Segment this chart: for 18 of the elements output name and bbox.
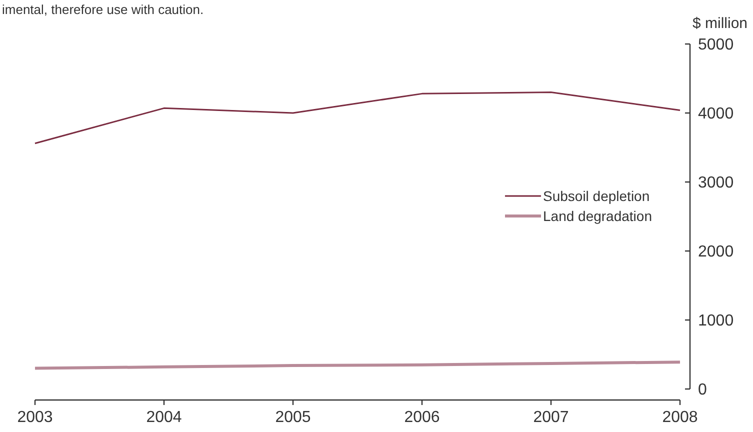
y-tick-label: 4000 xyxy=(698,106,734,123)
y-tick-label: 1000 xyxy=(698,312,734,330)
x-tick-label: 2007 xyxy=(533,409,569,426)
y-tick-label: 5000 xyxy=(698,36,734,54)
x-tick-label: 2003 xyxy=(17,409,53,426)
y-tick-label: 2000 xyxy=(698,244,734,261)
x-tick-label: 2006 xyxy=(404,409,440,426)
x-tick-label: 2005 xyxy=(275,409,311,426)
text: imental, therefore use with caution. xyxy=(2,2,204,17)
legend-label: Land degradation xyxy=(543,208,652,224)
y-tick-label: 3000 xyxy=(698,174,734,192)
y-axis-title: $ million xyxy=(692,15,748,32)
x-tick-label: 2004 xyxy=(146,409,182,426)
line-series xyxy=(34,92,681,144)
y-tick-label: 0 xyxy=(698,382,707,399)
line-series xyxy=(34,360,682,370)
x-tick-label: 2008 xyxy=(662,409,698,426)
legend-label: Subsoil depletion xyxy=(543,188,650,204)
